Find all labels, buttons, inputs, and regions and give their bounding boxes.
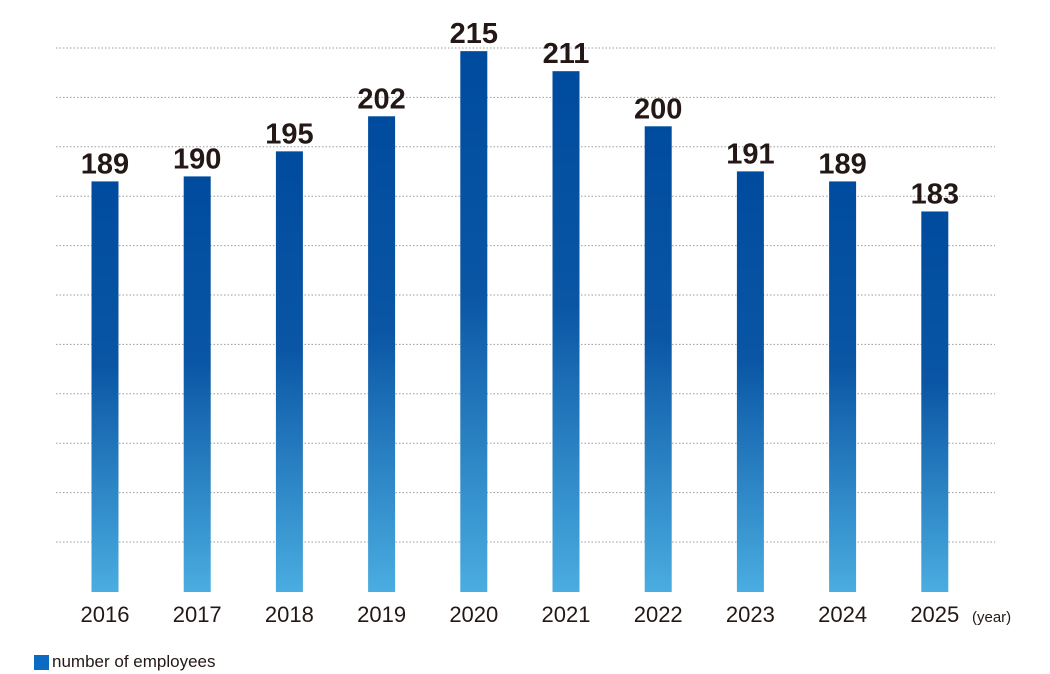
gridlines: [56, 47, 995, 543]
bar-2016: [91, 181, 119, 592]
legend-label: number of employees: [52, 652, 216, 671]
x-tick-2024: 2024: [818, 602, 867, 627]
x-axis-ticks: 2016 2017 2018 2019 2020 2021 2022 2023 2024 2025: [81, 602, 960, 627]
bar-2022: [644, 126, 672, 593]
value-label-2016: 189: [81, 148, 129, 180]
legend: number of employees: [34, 652, 215, 672]
value-label-2021: 211: [543, 38, 590, 70]
value-label-2017: 190: [173, 143, 221, 175]
x-tick-2021: 2021: [542, 602, 591, 627]
bar-2023: [736, 171, 764, 592]
x-tick-2022: 2022: [634, 602, 683, 627]
bar-2019: [368, 116, 396, 592]
value-label-2025: 183: [911, 178, 959, 210]
bar-2017: [183, 176, 211, 592]
bars: [91, 51, 949, 593]
value-label-2018: 195: [265, 118, 313, 150]
x-tick-2018: 2018: [265, 602, 314, 627]
bar-2020: [460, 51, 488, 592]
x-tick-2023: 2023: [726, 602, 775, 627]
bar-2021: [552, 71, 580, 592]
value-label-2024: 189: [818, 148, 866, 180]
value-label-2023: 191: [726, 138, 774, 170]
bar-2024: [829, 181, 857, 592]
x-tick-2020: 2020: [449, 602, 498, 627]
bar-2018: [275, 151, 303, 592]
x-tick-2016: 2016: [81, 602, 130, 627]
x-axis-unit-label: (year): [972, 609, 1011, 626]
value-labels: 189 190 195 202 215 211 200 191 189 183: [81, 18, 959, 210]
legend-swatch: [34, 654, 49, 670]
x-tick-2017: 2017: [173, 602, 222, 627]
value-label-2022: 200: [634, 93, 682, 125]
value-label-2019: 202: [357, 83, 405, 115]
bar-2025: [921, 211, 949, 592]
x-tick-2019: 2019: [357, 602, 406, 627]
value-label-2020: 215: [450, 18, 498, 50]
x-tick-2025: 2025: [910, 602, 959, 627]
